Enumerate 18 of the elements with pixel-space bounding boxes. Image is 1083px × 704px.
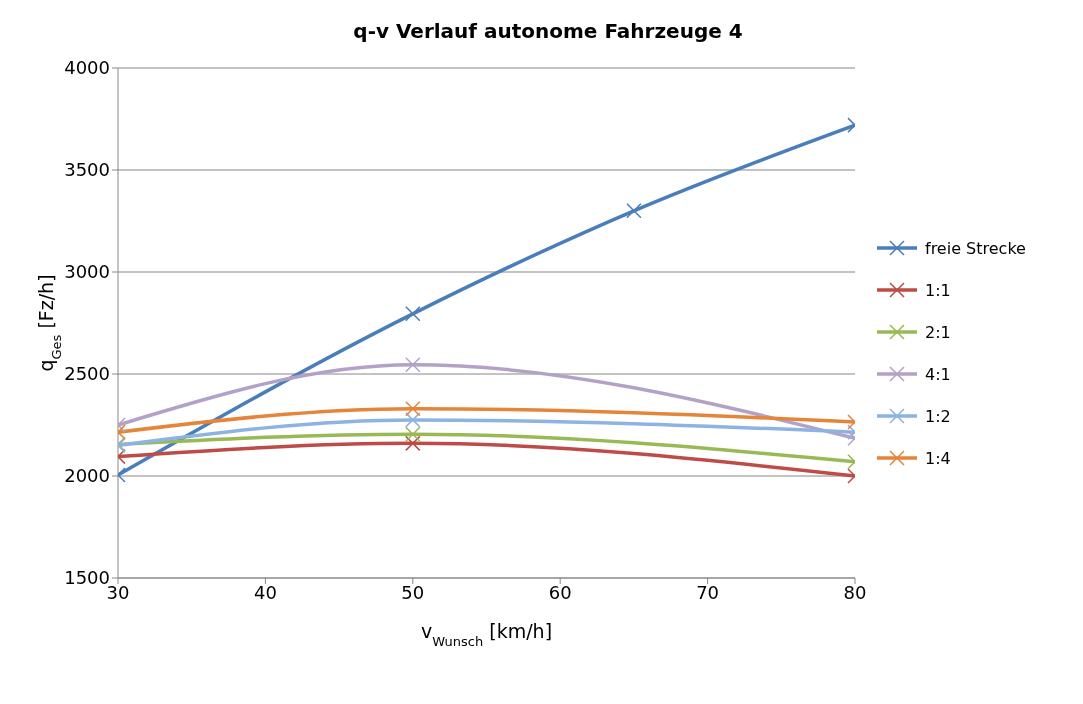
- x-tick-label: 80: [843, 581, 867, 603]
- x-tick-label: 50: [401, 581, 425, 603]
- legend-label: freie Strecke: [925, 238, 1026, 258]
- x-tick-label: 70: [696, 581, 720, 603]
- y-tick-label: 4000: [64, 57, 110, 79]
- y-tick-label: 2500: [64, 363, 110, 385]
- legend-label: 4:1: [925, 364, 951, 384]
- x-axis-title: v$_{Wunsch}$ [km/h]: [420, 620, 553, 649]
- legend-label: 1:1: [925, 280, 951, 300]
- y-tick-label: 3500: [64, 159, 110, 181]
- chart-title: q-v Verlauf autonome Fahrzeuge 4: [353, 19, 743, 43]
- x-tick-label: 40: [253, 581, 277, 603]
- y-tick-label: 2000: [64, 465, 110, 487]
- legend-label: 1:4: [925, 448, 951, 468]
- legend-label: 1:2: [925, 406, 951, 426]
- y-tick-label: 3000: [64, 261, 110, 283]
- legend-label: 2:1: [925, 322, 951, 342]
- x-tick-label: 60: [548, 581, 572, 603]
